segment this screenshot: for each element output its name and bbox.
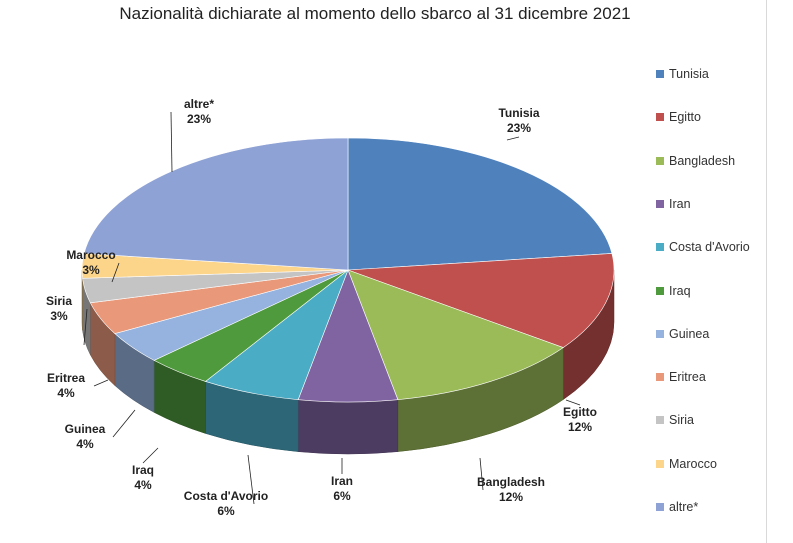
slice-percent: 4% [76, 437, 94, 451]
legend-swatch [656, 416, 664, 425]
legend-swatch [656, 199, 664, 208]
legend-item-egitto: Egitto [656, 109, 701, 125]
slice-category: Marocco [66, 248, 115, 262]
slice-label-iraq: Iraq 4% [132, 463, 154, 492]
legend-label: Iran [669, 196, 691, 211]
legend-label: Marocco [669, 456, 717, 471]
legend-swatch [656, 459, 664, 468]
frame-border [766, 0, 767, 543]
legend-item-iran: Iran [656, 196, 691, 212]
legend-label: altre* [669, 500, 699, 514]
leader-line-iraq [142, 447, 159, 464]
legend-item-marocco: Marocco [656, 456, 717, 472]
slice-label-bangladesh: Bangladesh 12% [477, 475, 545, 504]
slice-category: Eritrea [47, 371, 85, 385]
leader-line-egitto [565, 399, 581, 406]
slice-category: Iraq [132, 463, 154, 477]
legend-swatch [656, 70, 664, 78]
slice-percent: 6% [333, 489, 351, 503]
legend-label: Eritrea [669, 370, 706, 385]
slice-percent: 6% [217, 504, 235, 518]
slice-category: Bangladesh [477, 475, 545, 489]
slice-label-altre: altre* 23% [184, 97, 214, 126]
legend-swatch [656, 156, 664, 165]
legend-item-siria: Siria [656, 412, 694, 428]
legend-label: Costa d'Avorio [669, 240, 750, 255]
slice-category: altre* [184, 97, 214, 111]
legend-swatch [656, 329, 664, 338]
legend-swatch [656, 286, 664, 295]
leader-line-marocco [111, 262, 120, 283]
slice-category: Egitto [563, 405, 597, 419]
slice-label-guinea: Guinea 4% [65, 422, 106, 451]
slice-percent: 12% [568, 420, 592, 434]
leader-line-costa-d-avorio [247, 454, 255, 505]
leader-line-guinea [112, 409, 136, 438]
legend-item-iraq: Iraq [656, 283, 691, 299]
slice-label-egitto: Egitto 12% [563, 405, 597, 434]
pie-side-iran [297, 399, 399, 455]
leader-line-altre [170, 111, 173, 173]
slice-label-costa-d-avorio: Costa d'Avorio 6% [184, 489, 268, 518]
legend-label: Egitto [669, 110, 701, 125]
chart-title: Nazionalità dichiarate al momento dello … [119, 4, 631, 23]
legend-label: Tunisia [669, 67, 709, 81]
legend-item-altre: altre* [656, 499, 698, 515]
slice-category: Costa d'Avorio [184, 489, 268, 503]
leader-line-tunisia [506, 136, 520, 141]
legend-item-bangladesh: Bangladesh [656, 153, 735, 169]
slice-percent: 23% [187, 112, 211, 126]
legend-swatch [656, 113, 664, 122]
legend-item-costa-d-avorio: Costa d'Avorio [656, 239, 750, 255]
legend-label: Iraq [669, 283, 691, 298]
legend-label: Guinea [669, 326, 710, 341]
slice-percent: 3% [82, 263, 100, 277]
slice-label-iran: Iran 6% [331, 474, 353, 503]
slice-percent: 23% [507, 121, 531, 135]
legend-item-tunisia: Tunisia [656, 66, 709, 82]
slice-label-marocco: Marocco 3% [66, 248, 115, 277]
leader-line-eritrea [93, 379, 109, 387]
slice-label-eritrea: Eritrea 4% [47, 371, 85, 400]
legend-swatch [656, 243, 664, 252]
legend-swatch [656, 373, 664, 382]
leader-line-bangladesh [479, 457, 484, 491]
legend-item-eritrea: Eritrea [656, 369, 706, 385]
slice-percent: 3% [50, 309, 68, 323]
slice-percent: 4% [134, 478, 152, 492]
slice-percent: 4% [57, 386, 75, 400]
slice-label-tunisia: Tunisia 23% [498, 106, 539, 135]
slice-category: Iran [331, 474, 353, 488]
pie-slice-bangladesh [347, 269, 564, 400]
slice-category: Guinea [65, 422, 106, 436]
slice-category: Siria [46, 294, 72, 308]
slice-label-siria: Siria 3% [46, 294, 72, 323]
legend-item-guinea: Guinea [656, 326, 709, 342]
pie-slice-tunisia [347, 137, 613, 271]
pie-slice-egitto [347, 253, 615, 348]
slice-category: Tunisia [498, 106, 539, 120]
pie-slice-altre [83, 137, 349, 271]
leader-line-siria [83, 308, 88, 346]
legend-label: Bangladesh [669, 153, 736, 168]
legend-swatch [656, 503, 664, 511]
slice-percent: 12% [499, 490, 523, 504]
legend-label: Siria [669, 413, 695, 428]
